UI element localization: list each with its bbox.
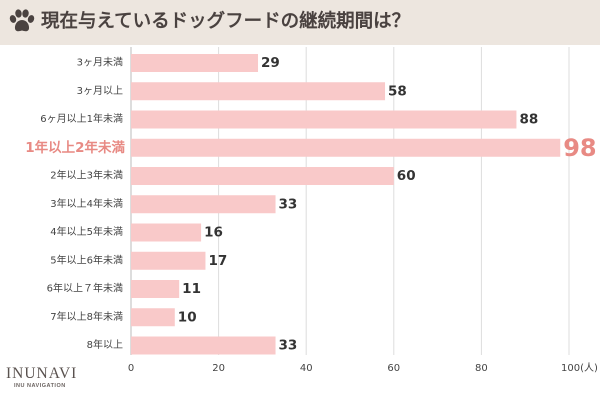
bar	[131, 138, 561, 157]
x-tick-label: 80	[475, 363, 488, 374]
brand-subtitle: INU NAVIGATION	[14, 383, 66, 389]
bar	[131, 308, 175, 327]
bar-chart: 0 20 40 60 80 100(人) 3ヶ月未満 29 3ヶ月以上 58 6ヶ月以上1年未満 88…	[25, 47, 598, 374]
brand-logo: INUNAVI INU NAVIGATION	[6, 366, 77, 390]
value-label: 98	[563, 134, 596, 162]
brand-name: INUNAVI	[6, 365, 78, 382]
value-label: 10	[178, 309, 197, 325]
bar	[131, 110, 517, 129]
x-tick-label: 60	[387, 363, 400, 374]
value-label: 60	[397, 168, 416, 184]
bar	[131, 167, 394, 185]
category-label: 6年以上７年未満	[47, 282, 123, 295]
value-label: 11	[182, 281, 201, 297]
category-label: 6ヶ月以上1年未満	[40, 112, 123, 125]
value-label: 33	[279, 338, 298, 354]
x-tick-label: 40	[300, 363, 313, 374]
category-label: 7年以上8年未満	[50, 310, 123, 323]
page-title: 現在与えているドッグフードの継続期間は？	[41, 11, 411, 32]
bar	[131, 336, 276, 355]
bar	[131, 280, 180, 298]
value-label: 29	[261, 55, 280, 71]
category-label: 3ヶ月未満	[77, 57, 123, 69]
value-label: 58	[388, 83, 407, 99]
x-tick-label: 100(人)	[561, 362, 598, 374]
category-label: 3年以上4年未満	[50, 197, 123, 210]
x-tick-label: 0	[128, 363, 134, 374]
bar	[131, 195, 276, 214]
category-label: 2年以上3年未満	[50, 169, 123, 182]
bar	[131, 223, 202, 242]
bar	[131, 54, 259, 72]
category-label: 3ヶ月以上	[77, 85, 123, 97]
category-label: 4年以上5年未満	[50, 225, 123, 238]
category-label: 8年以上	[87, 338, 123, 351]
x-tick-label: 20	[212, 363, 225, 374]
paw-icon	[9, 9, 35, 32]
bar	[131, 251, 206, 270]
category-label: 1年以上2年未満	[25, 139, 125, 156]
value-label: 88	[519, 112, 538, 128]
bar	[131, 82, 386, 101]
value-label: 33	[279, 196, 298, 212]
category-label: 5年以上6年未満	[50, 253, 123, 266]
header-bar: 現在与えているドッグフードの継続期間は？	[0, 0, 600, 45]
value-label: 17	[208, 253, 227, 269]
value-label: 16	[204, 225, 223, 241]
